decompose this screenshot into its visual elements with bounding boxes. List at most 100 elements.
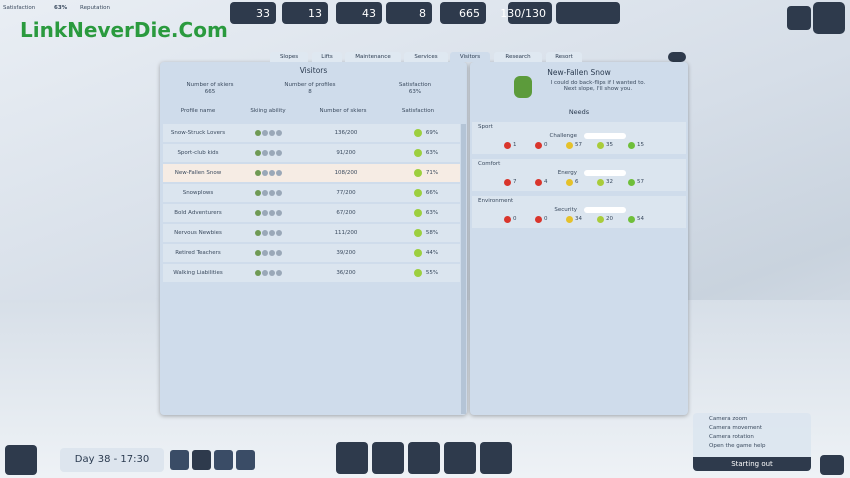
top-stat: 13 — [282, 2, 328, 24]
help-panel: Starting out Camera zoom Camera movement C… — [693, 413, 811, 471]
reputation-label: Reputation — [80, 5, 110, 11]
profile-name: Nervous Newbies — [174, 230, 222, 236]
profile-name: Bold Adventurers — [174, 210, 222, 216]
need-name: Energy — [557, 170, 577, 176]
skier-count: 67/200 — [336, 210, 356, 216]
satisfaction-face — [414, 229, 422, 237]
tab[interactable]: Lifts — [312, 52, 342, 62]
summary-value: 665 — [204, 89, 216, 95]
speed-button[interactable] — [192, 450, 211, 470]
tab[interactable]: Research — [494, 52, 542, 62]
help-item: Camera movement — [709, 425, 763, 431]
profile-row[interactable]: Bold Adventurers 67/200 63% — [163, 204, 460, 222]
satisfaction-face — [414, 249, 422, 257]
need-face — [597, 142, 604, 149]
need-face — [597, 216, 604, 223]
top-stat: 43 — [336, 2, 382, 24]
ability-icon — [276, 130, 282, 136]
need-count: 0 — [513, 216, 517, 222]
need-face — [504, 179, 511, 186]
profile-avatar — [514, 76, 532, 98]
need-face — [504, 216, 511, 223]
profile-row[interactable]: Snow-Struck Lovers 136/200 69% — [163, 124, 460, 142]
tab[interactable]: Visitors — [450, 52, 490, 62]
need-face — [628, 142, 635, 149]
need-bar — [584, 207, 626, 213]
profile-name: Sport-club kids — [177, 150, 219, 156]
ability-icon — [255, 250, 261, 256]
tool-button[interactable] — [444, 442, 476, 474]
satisfaction-face — [414, 269, 422, 277]
layers-button[interactable] — [5, 445, 37, 475]
need-count: 1 — [513, 142, 517, 148]
satisfaction: 55% — [425, 270, 439, 276]
column-header: Number of skiers — [319, 108, 367, 114]
scrollbar[interactable] — [461, 124, 466, 414]
tool-button[interactable] — [480, 442, 512, 474]
column-header: Skiing ability — [250, 108, 286, 114]
column-header: Profile name — [180, 108, 216, 114]
ability-icon — [262, 250, 268, 256]
satisfaction: 66% — [425, 190, 439, 196]
satisfaction-label: Satisfaction — [3, 5, 36, 11]
ability-icon — [276, 190, 282, 196]
tool-button[interactable] — [372, 442, 404, 474]
satisfaction-face — [414, 169, 422, 177]
tab[interactable]: Services — [404, 52, 448, 62]
speed-button[interactable] — [214, 450, 233, 470]
close-button[interactable] — [668, 52, 686, 62]
skier-count: 108/200 — [334, 170, 358, 176]
ability-icon — [262, 190, 268, 196]
watermark: LinkNeverDie.Com — [20, 18, 228, 42]
ability-icon — [262, 270, 268, 276]
profile-row[interactable]: New-Fallen Snow 108/200 71% — [163, 164, 460, 182]
menu-button[interactable] — [813, 2, 845, 34]
ability-icon — [255, 150, 261, 156]
profile-name: Snowplows — [182, 190, 214, 196]
profile-row[interactable]: Retired Teachers 39/200 44% — [163, 244, 460, 262]
need-count: 7 — [513, 179, 517, 185]
need-count: 20 — [606, 216, 613, 222]
ability-icon — [269, 230, 275, 236]
need-group-name: Sport — [478, 124, 493, 130]
settings-button[interactable] — [787, 6, 811, 30]
need-face — [566, 179, 573, 186]
top-stat: 33 — [230, 2, 276, 24]
speed-button[interactable] — [236, 450, 255, 470]
ability-icon — [262, 170, 268, 176]
tool-button[interactable] — [408, 442, 440, 474]
profile-name: Snow-Struck Lovers — [170, 130, 226, 136]
skier-count: 39/200 — [336, 250, 356, 256]
ability-icon — [262, 150, 268, 156]
profile-row[interactable]: Nervous Newbies 111/200 58% — [163, 224, 460, 242]
tool-button[interactable] — [336, 442, 368, 474]
tab[interactable]: Slopes — [270, 52, 308, 62]
need-group: Sport Challenge 1 0 57 35 15 — [472, 122, 686, 154]
satisfaction-face — [414, 189, 422, 197]
profile-row[interactable]: Sport-club kids 91/200 63% — [163, 144, 460, 162]
ability-icon — [255, 270, 261, 276]
help-button[interactable] — [820, 455, 844, 475]
speed-button[interactable] — [170, 450, 189, 470]
ability-icon — [262, 230, 268, 236]
need-count: 35 — [606, 142, 613, 148]
column-header: Satisfaction — [401, 108, 435, 114]
need-count: 32 — [606, 179, 613, 185]
panel-title: Visitors — [299, 66, 328, 75]
summary-label: Number of profiles — [284, 82, 336, 88]
objective[interactable]: Starting out — [693, 457, 811, 471]
skier-count: 77/200 — [336, 190, 356, 196]
need-name: Challenge — [549, 133, 578, 139]
need-count: 57 — [637, 179, 644, 185]
profile-row[interactable]: Walking Liabilities 36/200 55% — [163, 264, 460, 282]
tab[interactable]: Maintenance — [345, 52, 401, 62]
tab[interactable]: Resort — [546, 52, 582, 62]
need-count: 0 — [544, 142, 548, 148]
profile-row[interactable]: Snowplows 77/200 66% — [163, 184, 460, 202]
ability-icon — [276, 270, 282, 276]
summary-value: 8 — [308, 89, 312, 95]
satisfaction-face — [414, 209, 422, 217]
satisfaction: 63% — [425, 210, 439, 216]
need-face — [597, 179, 604, 186]
top-stat: 8 — [386, 2, 432, 24]
